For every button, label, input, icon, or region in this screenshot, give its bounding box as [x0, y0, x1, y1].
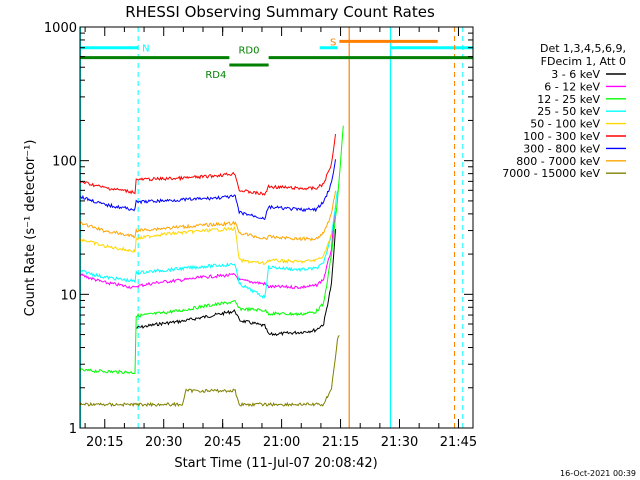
x-tick-label-6: 21:45: [440, 435, 477, 450]
series-line-7: [79, 190, 336, 242]
chart-title: RHESSI Observing Summary Count Rates: [125, 3, 435, 21]
state-bar-label-s: S: [330, 37, 336, 48]
legend-header-1: FDecim 1, Att 0: [541, 55, 626, 68]
series-line-0: [136, 228, 336, 337]
y-tick-label-3: 1000: [44, 21, 77, 36]
x-tick-label-1: 20:30: [145, 435, 182, 450]
plot-frame: [79, 26, 474, 429]
series-line-6: [79, 159, 336, 221]
legend-label-0: 3 - 6 keV: [551, 68, 600, 81]
series-line-4: [79, 225, 332, 266]
x-axis-label: Start Time (11-Jul-07 20:08:42): [174, 456, 377, 471]
legend: Det 1,3,4,5,6,9,FDecim 1, Att 03 - 6 keV…: [502, 42, 626, 180]
state-bar-label-rd4: RD4: [205, 70, 226, 81]
state-bar-label-n: N: [142, 44, 149, 55]
y-tick-label-1: 10: [60, 288, 77, 303]
legend-label-3: 25 - 50 keV: [537, 105, 600, 118]
legend-label-4: 50 - 100 keV: [530, 118, 600, 131]
legend-label-2: 12 - 25 keV: [537, 93, 600, 106]
legend-label-6: 300 - 800 keV: [523, 142, 600, 155]
series-line-2: [79, 125, 344, 375]
timestamp: 16-Oct-2021 00:39: [560, 469, 636, 478]
legend-label-1: 6 - 12 keV: [544, 80, 600, 93]
plot-area: N S RD0 RD4: [79, 27, 473, 428]
series-line-1: [79, 206, 336, 290]
legend-header-0: Det 1,3,4,5,6,9,: [540, 42, 626, 55]
legend-label-8: 7000 - 15000 keV: [502, 167, 600, 180]
legend-label-5: 100 - 300 keV: [523, 130, 600, 143]
x-tick-label-0: 20:15: [86, 435, 123, 450]
y-tick-label-2: 100: [52, 155, 77, 170]
series-line-8: [79, 335, 340, 408]
x-tick-label-3: 21:00: [263, 435, 300, 450]
legend-label-7: 800 - 7000 keV: [516, 155, 600, 168]
y-tick-label-0: 1: [69, 422, 77, 437]
y-axis: 1 10 100 1000: [44, 21, 473, 437]
y-axis-label: Count Rate (s⁻¹ detector⁻¹): [23, 140, 38, 317]
x-tick-label-5: 21:30: [381, 435, 418, 450]
x-tick-label-2: 20:45: [204, 435, 241, 450]
series-line-5: [79, 134, 336, 196]
x-tick-label-4: 21:15: [322, 435, 359, 450]
x-axis: 20:15 20:30 20:45 21:00 21:15 21:30 21:45: [84, 27, 477, 450]
series-line-3: [79, 190, 338, 299]
state-bar-label-rd0: RD0: [238, 46, 259, 57]
